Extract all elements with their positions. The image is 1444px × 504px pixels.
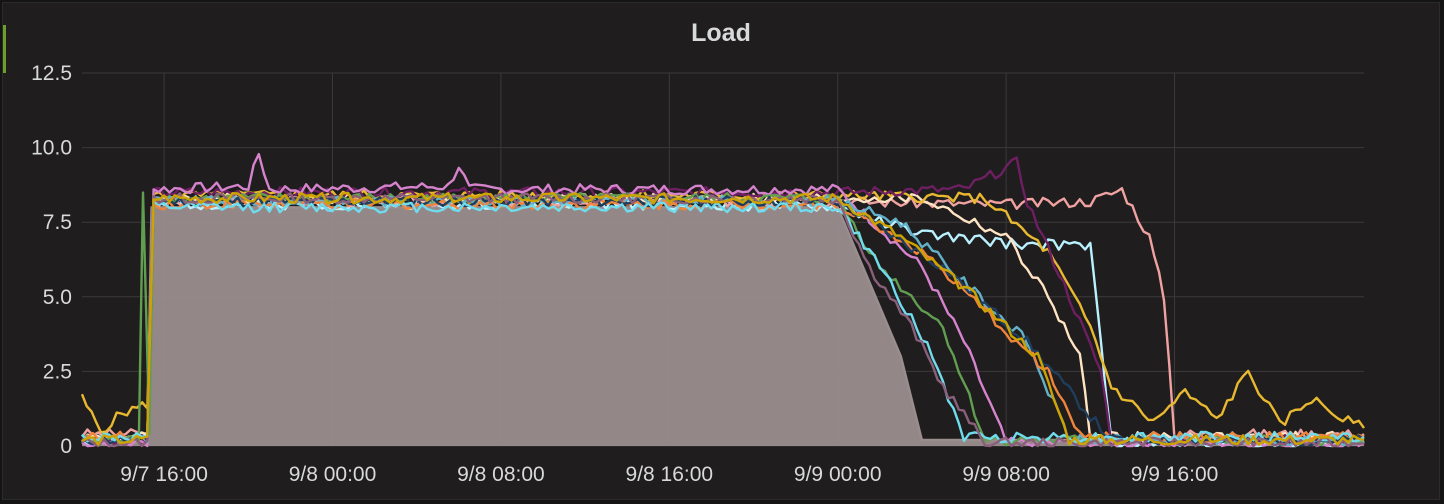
y-tick-label: 0 — [60, 435, 72, 458]
y-tick-label: 2.5 — [43, 360, 72, 383]
panel-accent-bar — [3, 25, 6, 73]
panel-title[interactable]: Load — [691, 19, 751, 47]
y-tick-label: 12.5 — [31, 62, 72, 85]
chart-axes: 0 2.5 5.0 7.5 10.0 12.5 9/7 16:00 9/8 00:00 9/8 … — [31, 62, 1218, 486]
x-tick-label: 9/8 00:00 — [289, 463, 377, 486]
x-tick-label: 9/9 08:00 — [962, 463, 1050, 486]
x-tick-label: 9/9 16:00 — [1131, 463, 1219, 486]
y-tick-label: 5.0 — [43, 286, 72, 309]
x-tick-label: 9/7 16:00 — [120, 463, 208, 486]
x-tick-label: 9/9 00:00 — [794, 463, 882, 486]
y-tick-label: 7.5 — [43, 211, 72, 234]
x-tick-label: 9/8 16:00 — [626, 463, 714, 486]
series-area-0 — [82, 207, 1364, 446]
x-tick-label: 9/8 08:00 — [457, 463, 545, 486]
series-line-13 — [81, 191, 1365, 446]
y-tick-label: 10.0 — [31, 137, 72, 160]
chart-series — [80, 152, 1365, 448]
